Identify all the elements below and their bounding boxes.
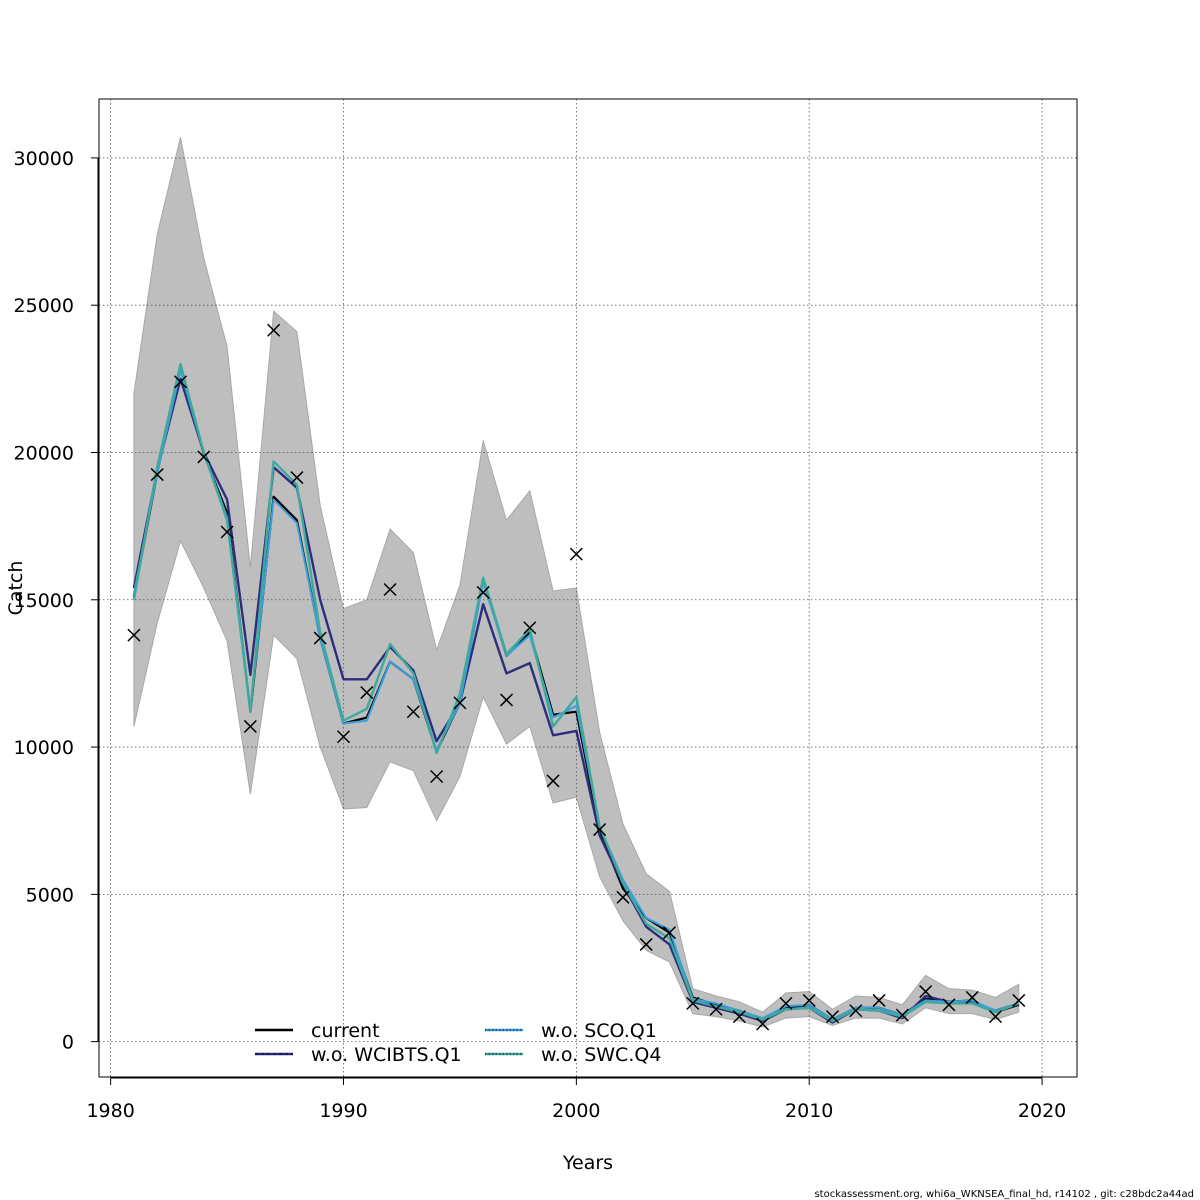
observation-point bbox=[895, 1008, 909, 1022]
observation-point bbox=[267, 323, 281, 337]
observation-point bbox=[360, 686, 374, 700]
y-tick-label: 15000 bbox=[14, 590, 74, 612]
observation-point bbox=[1012, 993, 1026, 1007]
observation-point bbox=[942, 998, 956, 1012]
observation-point bbox=[243, 719, 257, 733]
observation-point bbox=[872, 993, 886, 1007]
observation-point bbox=[709, 1002, 723, 1016]
observation-point bbox=[825, 1010, 840, 1024]
observation-point bbox=[383, 582, 397, 597]
y-tick-label: 5000 bbox=[26, 884, 74, 906]
y-tick-label: 20000 bbox=[14, 442, 74, 464]
observation-point bbox=[849, 1004, 863, 1018]
legend-label: current bbox=[311, 1020, 380, 1042]
observation-point bbox=[406, 705, 420, 719]
grid-layer bbox=[99, 99, 1077, 1077]
observation-point bbox=[732, 1010, 746, 1024]
observation-point bbox=[220, 525, 234, 539]
observation-point bbox=[453, 696, 467, 710]
x-axis-title: Years bbox=[562, 1152, 613, 1174]
observation-point bbox=[499, 693, 514, 707]
observation-point bbox=[616, 890, 630, 904]
observation-point bbox=[197, 450, 211, 464]
y-tick-label: 25000 bbox=[14, 295, 74, 317]
observation-point bbox=[336, 730, 351, 744]
y-tick-label: 30000 bbox=[14, 148, 74, 170]
x-tick-label: 1980 bbox=[86, 1100, 134, 1122]
observation-point bbox=[523, 621, 537, 635]
confidence-band-layer bbox=[133, 137, 1020, 1028]
observation-point bbox=[919, 985, 933, 999]
observation-point bbox=[988, 1010, 1003, 1024]
x-tick-label: 2010 bbox=[785, 1100, 833, 1122]
observation-layer bbox=[127, 323, 1026, 1031]
observation-point bbox=[290, 471, 304, 485]
observation-point bbox=[569, 547, 583, 561]
observation-point bbox=[546, 774, 560, 788]
x-tick-label: 2000 bbox=[552, 1100, 600, 1122]
observation-point bbox=[965, 990, 979, 1004]
series-line-w-o-sco-q1 bbox=[132, 369, 1020, 1021]
legend-label: w.o. WCIBTS.Q1 bbox=[311, 1044, 462, 1066]
y-tick-label: 10000 bbox=[14, 737, 74, 759]
y-tick-label: 0 bbox=[62, 1032, 74, 1054]
y-axis-title: Catch bbox=[5, 561, 27, 616]
footer-caption: stockassessment.org, whi6a_WKNSEA_final_… bbox=[814, 1189, 1194, 1200]
observation-point bbox=[476, 585, 490, 599]
series-layer bbox=[132, 362, 1020, 1024]
legend-label: w.o. SCO.Q1 bbox=[541, 1020, 657, 1042]
observation-point bbox=[662, 926, 677, 940]
x-tick-label: 2020 bbox=[1018, 1100, 1066, 1122]
observation-point bbox=[593, 823, 607, 837]
axis-layer: 1980 1990 2000 2010 2020 0 5000 10000 15000 20000… bbox=[14, 148, 1067, 1122]
confidence-band bbox=[133, 137, 1020, 1028]
observation-point bbox=[686, 996, 700, 1010]
observation-point bbox=[756, 1017, 770, 1031]
observation-point bbox=[639, 937, 653, 951]
observation-point bbox=[173, 375, 188, 389]
plot-frame bbox=[98, 98, 1078, 1078]
x-tick-label: 1990 bbox=[319, 1100, 367, 1122]
observation-point bbox=[150, 468, 164, 482]
observation-point bbox=[430, 769, 444, 784]
observation-point bbox=[127, 628, 141, 642]
observation-point bbox=[313, 631, 327, 645]
series-line-w-o-swc-q4 bbox=[132, 362, 1020, 1023]
observation-point bbox=[802, 993, 816, 1007]
legend-label: w.o. SWC.Q4 bbox=[541, 1044, 661, 1066]
observation-point bbox=[779, 996, 793, 1010]
